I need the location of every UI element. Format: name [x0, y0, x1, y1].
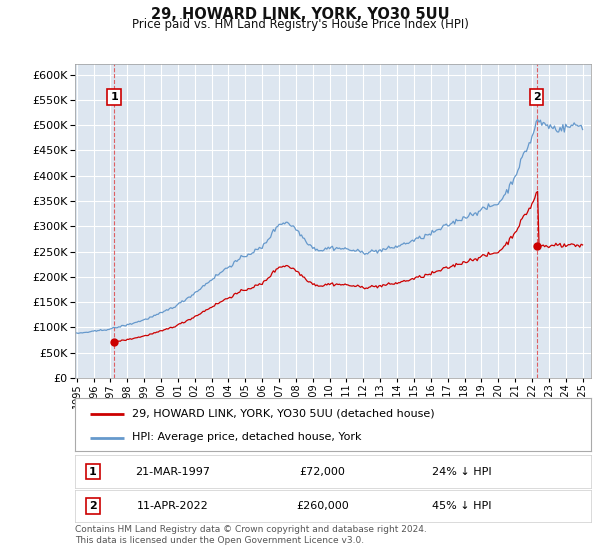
Text: 24% ↓ HPI: 24% ↓ HPI [432, 466, 492, 477]
Text: £260,000: £260,000 [296, 501, 349, 511]
Text: 1: 1 [110, 92, 118, 102]
Text: HPI: Average price, detached house, York: HPI: Average price, detached house, York [132, 432, 361, 442]
Text: £72,000: £72,000 [300, 466, 346, 477]
Text: 2: 2 [533, 92, 541, 102]
Text: Contains HM Land Registry data © Crown copyright and database right 2024.
This d: Contains HM Land Registry data © Crown c… [75, 525, 427, 545]
Text: 2: 2 [89, 501, 97, 511]
Text: 29, HOWARD LINK, YORK, YO30 5UU (detached house): 29, HOWARD LINK, YORK, YO30 5UU (detache… [132, 409, 434, 418]
Text: Price paid vs. HM Land Registry's House Price Index (HPI): Price paid vs. HM Land Registry's House … [131, 18, 469, 31]
Text: 1: 1 [89, 466, 97, 477]
Text: 11-APR-2022: 11-APR-2022 [137, 501, 209, 511]
Text: 45% ↓ HPI: 45% ↓ HPI [432, 501, 492, 511]
Text: 29, HOWARD LINK, YORK, YO30 5UU: 29, HOWARD LINK, YORK, YO30 5UU [151, 7, 449, 22]
Text: 21-MAR-1997: 21-MAR-1997 [136, 466, 211, 477]
